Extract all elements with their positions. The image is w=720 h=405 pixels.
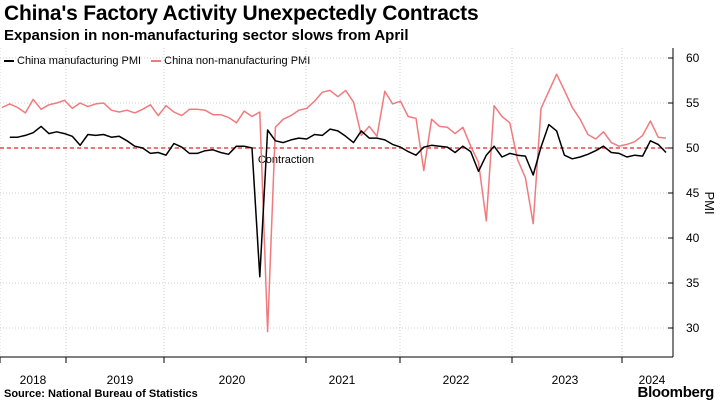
x-tick-label: 2020 [219, 373, 246, 387]
legend-swatch-non-manufacturing [151, 60, 162, 62]
x-tick-label: 2018 [20, 373, 47, 387]
y-tick-label: 40 [686, 231, 700, 245]
x-tick-label: 2023 [552, 373, 579, 387]
y-tick-label: 35 [686, 276, 700, 290]
y-tick-label: 45 [686, 186, 700, 200]
x-tick-label: 2024 [639, 373, 666, 387]
y-tick-label: 30 [686, 321, 700, 335]
x-tick-label: 2022 [443, 373, 470, 387]
y-axis-label: PMI [702, 191, 717, 214]
y-tick-label: 50 [686, 141, 700, 155]
y-tick-label: 55 [686, 96, 700, 110]
y-tick-label: 60 [686, 51, 700, 65]
x-tick-label: 2021 [329, 373, 356, 387]
bloomberg-logo: Bloomberg [637, 384, 715, 401]
chart-title: China's Factory Activity Unexpectedly Co… [4, 2, 479, 25]
source-note: Source: National Bureau of Statistics [4, 388, 198, 400]
x-tick-label: 2019 [107, 373, 134, 387]
series-line-manufacturing [9, 123, 667, 278]
chart-subtitle: Expansion in non-manufacturing sector sl… [4, 27, 409, 44]
contraction-label: Contraction [258, 154, 314, 166]
legend-swatch-manufacturing [4, 60, 14, 62]
series-line-non-manufacturing [1, 73, 667, 333]
